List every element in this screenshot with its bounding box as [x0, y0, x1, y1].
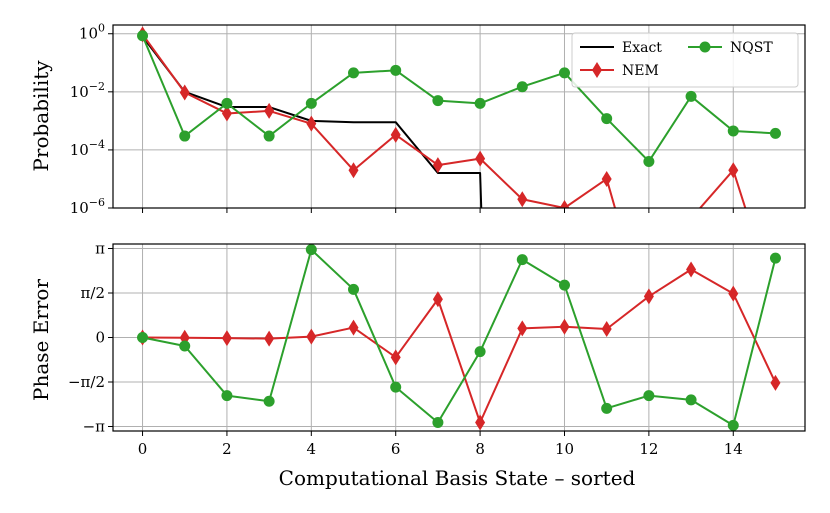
bottom-y-tick-label: 0 [95, 329, 105, 347]
top-point-nqst [179, 130, 191, 142]
bottom-y-axis-label: Phase Error [29, 279, 53, 401]
bottom-point-nem [264, 330, 275, 347]
bottom-point-nqst [348, 283, 360, 295]
top-point-nem [728, 162, 739, 179]
legend-label-nem: NEM [622, 63, 659, 79]
bottom-point-nqst [179, 340, 191, 352]
legend-marker-nqst [699, 41, 711, 53]
bottom-point-nqst [685, 394, 697, 406]
legend-label-exact: Exact [622, 40, 662, 56]
top-series-line-exact [141, 35, 483, 208]
bottom-point-nqst [305, 244, 317, 256]
bottom-point-nqst [390, 381, 402, 393]
x-axis-label: Computational Basis State – sorted [279, 466, 636, 490]
bottom-point-nqst [221, 390, 233, 402]
bottom-y-tick-label: −π/2 [68, 373, 105, 391]
bottom-point-nem [432, 291, 443, 308]
phase-error-panel: 0 2 4 6 8 10 12 14 π π/2 0 −π/2 −π [68, 239, 806, 458]
legend-marker-nem [592, 62, 602, 78]
bottom-point-nqst [769, 252, 781, 264]
bottom-point-nqst [516, 254, 528, 266]
legend-label-nqst: NQST [730, 40, 773, 56]
top-point-nem [348, 162, 359, 179]
bottom-point-nqst [432, 417, 444, 428]
bottom-point-nem [686, 261, 697, 278]
top-point-nqst [558, 67, 570, 79]
x-tick-label: 12 [639, 440, 658, 458]
bottom-point-nqst [558, 279, 570, 291]
top-point-nem [221, 105, 232, 122]
top-point-nem [517, 191, 528, 208]
bottom-point-nem [517, 320, 528, 337]
bottom-point-nem [475, 414, 486, 431]
bottom-point-nqst [137, 332, 149, 343]
bottom-y-tick-label: π [95, 239, 105, 257]
top-point-nem [559, 200, 570, 208]
bottom-y-tick-label: −π [83, 418, 106, 436]
top-point-nqst [643, 155, 655, 167]
top-series-line-nqst [141, 35, 776, 163]
top-y-tick-label: 100 [79, 22, 105, 43]
top-y-tick-label: 10−2 [70, 80, 105, 101]
top-point-nqst [474, 97, 486, 109]
top-point-nqst [685, 90, 697, 102]
top-point-nqst [263, 130, 275, 142]
top-point-nqst [221, 97, 233, 109]
bottom-point-nem [643, 288, 654, 305]
bottom-point-nqst [474, 346, 486, 358]
top-point-nqst [305, 97, 317, 109]
probability-panel: 100 10−2 10−4 10−6 Exact NEM NQST [70, 22, 806, 217]
bottom-point-nqst [601, 402, 613, 414]
bottom-point-nem [221, 330, 232, 347]
bottom-point-nem [390, 349, 401, 366]
top-point-nqst [769, 127, 781, 139]
top-point-nem [306, 115, 317, 132]
top-series-line-nem [141, 33, 747, 208]
x-tick-label: 14 [724, 440, 743, 458]
top-y-tick-label: 10−6 [70, 196, 105, 217]
top-point-nqst [727, 125, 739, 137]
bottom-point-nqst [727, 419, 739, 431]
bottom-point-nem [601, 321, 612, 337]
top-point-nem [264, 102, 275, 119]
bottom-series-line-nem [142, 268, 777, 424]
legend: Exact NEM NQST [571, 32, 799, 88]
top-point-nqst [432, 95, 444, 107]
bottom-point-nem [559, 318, 570, 335]
top-point-nqst [516, 81, 528, 93]
x-tick-label: 0 [138, 440, 148, 458]
x-tick-label: 4 [307, 440, 317, 458]
top-point-nem [475, 150, 486, 167]
bottom-point-nem [306, 328, 317, 345]
x-tick-label: 10 [555, 440, 574, 458]
top-y-axis-label: Probability [29, 60, 53, 172]
top-point-nqst [601, 113, 613, 125]
top-point-nem [601, 170, 612, 187]
x-tick-label: 6 [391, 440, 401, 458]
top-point-nem [179, 84, 190, 101]
top-point-nem [390, 126, 401, 143]
top-y-tick-label: 10−4 [70, 138, 105, 159]
x-tick-label: 2 [222, 440, 232, 458]
top-point-nqst [137, 30, 149, 42]
top-point-nqst [390, 64, 402, 76]
bottom-point-nem [770, 374, 781, 391]
bottom-y-tick-label: π/2 [81, 284, 105, 302]
bottom-point-nqst [643, 390, 655, 402]
bottom-point-nqst [263, 395, 275, 407]
top-point-nem [432, 157, 443, 174]
bottom-series-line-nqst [142, 248, 777, 427]
bottom-point-nem [348, 319, 359, 336]
bottom-point-nem [728, 285, 739, 302]
x-tick-label: 8 [475, 440, 485, 458]
top-point-nqst [348, 67, 360, 79]
